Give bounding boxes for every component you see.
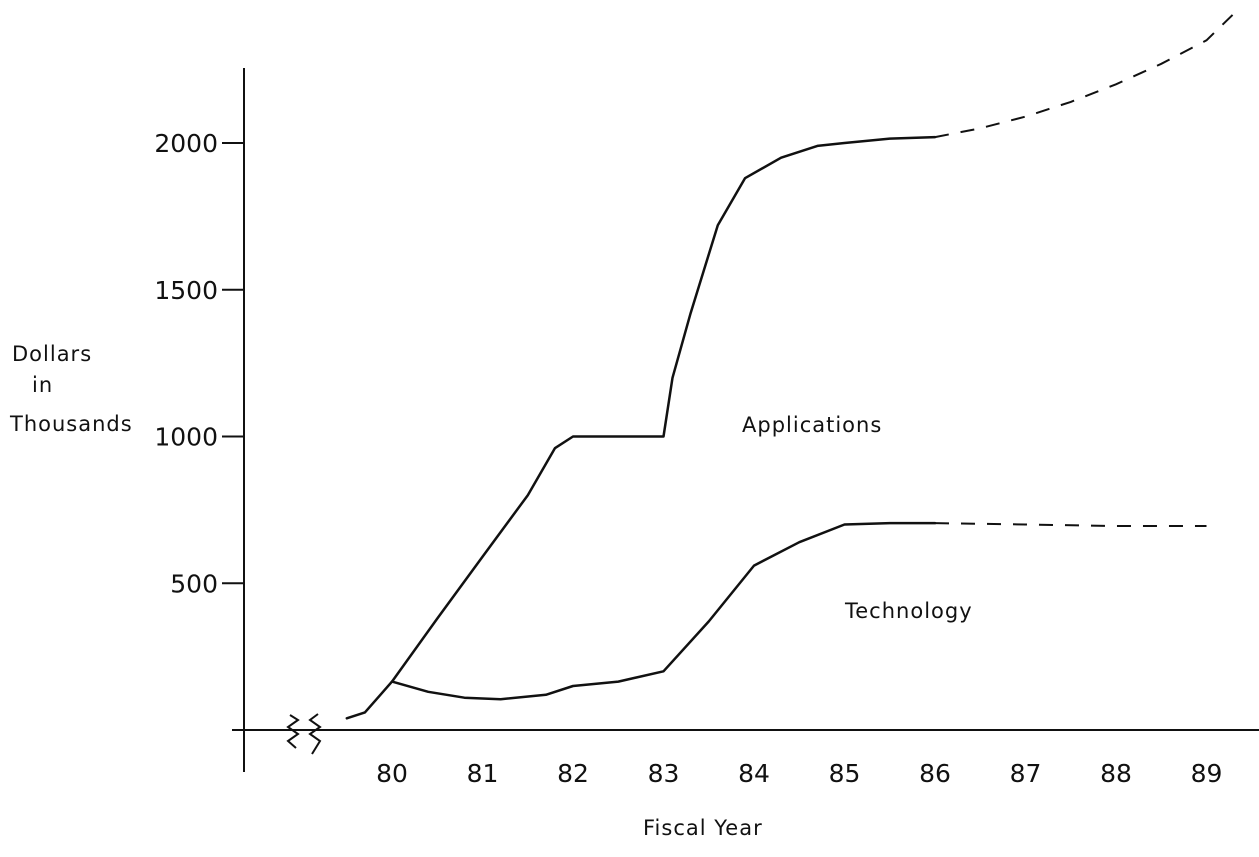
series-projection-technology — [934, 522, 1207, 527]
y-tick-label: 1500 — [154, 276, 218, 305]
x-tick-label: 89 — [1191, 759, 1223, 788]
series-line-technology — [390, 521, 937, 701]
axes — [232, 68, 1259, 772]
ticks: 80 81 82 83 84 85 86 87 88 89 500 1000 1500 2000 — [154, 129, 1222, 788]
series-projection-applications — [934, 13, 1235, 139]
series-label-applications: Applications — [742, 413, 882, 437]
y-axis-label-line-2: in — [32, 373, 53, 397]
series-line-applications — [345, 135, 937, 720]
x-tick-label: 80 — [376, 759, 408, 788]
axis-break-mark — [286, 714, 300, 749]
x-tick-label: 87 — [1010, 759, 1042, 788]
x-tick-label: 83 — [648, 759, 680, 788]
series-layer — [345, 13, 1235, 720]
x-axis-label: Fiscal Year — [643, 816, 763, 840]
series-label-technology: Technology — [844, 599, 973, 623]
x-tick-label: 82 — [557, 759, 589, 788]
x-tick-label: 86 — [919, 759, 951, 788]
x-tick-label: 85 — [829, 759, 861, 788]
y-axis-label-line-3: Thousands — [9, 412, 133, 436]
x-tick-label: 88 — [1100, 759, 1132, 788]
x-tick-label: 81 — [467, 759, 499, 788]
y-tick-label: 1000 — [154, 423, 218, 452]
y-tick-label: 500 — [170, 569, 218, 598]
y-axis-label-line-1: Dollars — [12, 342, 92, 366]
y-tick-label: 2000 — [154, 129, 218, 158]
axis-break-mark — [308, 713, 322, 755]
x-tick-label: 84 — [738, 759, 770, 788]
